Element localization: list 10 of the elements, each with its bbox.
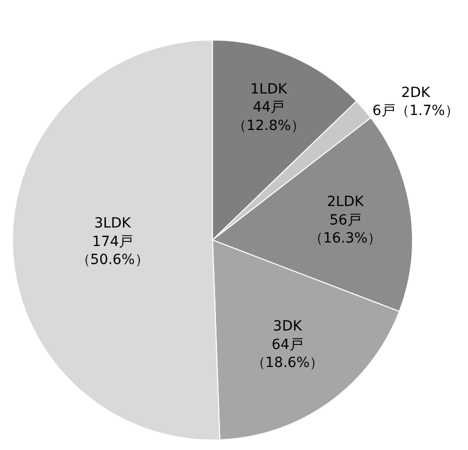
slice-label: 2LDK [327, 194, 364, 210]
data-label: 44戸（12.8%） [232, 100, 305, 134]
data-label: 6戸（1.7%） [372, 103, 459, 120]
data-label: 56戸（16.3%） [309, 212, 382, 247]
data-label: 174戸（50.6%） [76, 234, 149, 268]
slice-label: 2DK [401, 84, 431, 101]
slice-label: 1LDK [250, 81, 288, 98]
slice-label: 3LDK [94, 216, 132, 232]
data-label: 64戸（18.6%） [251, 336, 324, 372]
slice-label: 3DK [273, 318, 303, 335]
